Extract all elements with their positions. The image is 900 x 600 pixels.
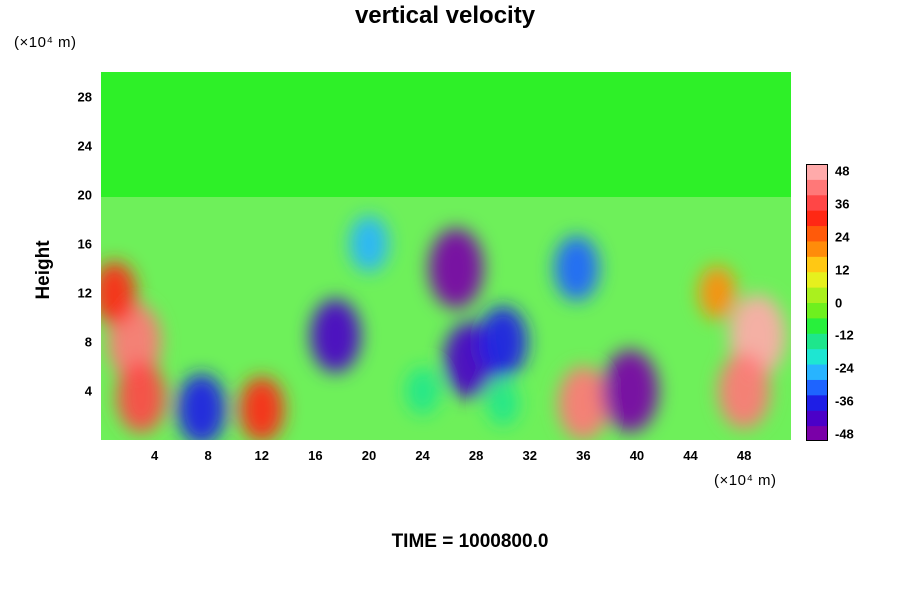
colorbar-segment xyxy=(806,364,828,380)
y-tick-label: 16 xyxy=(77,236,92,252)
colorbar-tick-label: 0 xyxy=(835,295,843,310)
x-tick-label: 8 xyxy=(204,448,212,463)
y-tick-label: 24 xyxy=(77,138,92,154)
chart-title: vertical velocity xyxy=(354,2,536,29)
colorbar-segment xyxy=(806,302,828,319)
field-feature-17 xyxy=(486,380,520,426)
colorbar-segment xyxy=(806,271,828,288)
field-feature-7 xyxy=(428,228,484,309)
field-feature-11 xyxy=(558,366,609,440)
y-tick-label: 28 xyxy=(77,89,92,105)
colorbar-tick-label: 24 xyxy=(835,229,850,245)
field-feature-9 xyxy=(478,306,528,378)
field-feature-10 xyxy=(554,235,600,301)
colorbar-segment xyxy=(806,348,828,365)
field-feature-14 xyxy=(718,352,771,429)
x-tick-label: 36 xyxy=(576,448,591,463)
x-tick-label: 20 xyxy=(361,448,377,463)
colorbar-segment xyxy=(806,425,828,441)
x-tick-label: 12 xyxy=(254,448,269,463)
colorbar-segment xyxy=(806,225,828,242)
field-feature-4 xyxy=(239,376,285,440)
colorbar xyxy=(806,164,828,441)
x-tick-label: 16 xyxy=(308,448,323,463)
x-tick-label: 4 xyxy=(150,448,159,463)
colorbar-segment xyxy=(806,317,828,334)
colorbar-segment xyxy=(806,410,828,427)
field-feature-2 xyxy=(101,261,137,325)
colorbar-segment xyxy=(806,194,828,211)
colorbar-frame xyxy=(806,164,828,441)
field-feature-1 xyxy=(116,361,166,433)
y-tick-label: 8 xyxy=(84,334,92,350)
colorbar-segment xyxy=(806,210,828,227)
y-unit-label: (×10⁴ m) xyxy=(14,34,77,51)
y-tick-label: 12 xyxy=(77,285,92,301)
colorbar-segment xyxy=(806,179,828,196)
x-tick-label: 28 xyxy=(468,448,484,463)
colorbar-segment xyxy=(806,333,828,350)
field-feature-3 xyxy=(176,373,227,440)
y-axis-label: Height xyxy=(33,240,54,300)
colorbar-segment xyxy=(806,394,828,411)
field-background-upper xyxy=(101,72,791,197)
colorbar-tick-label: -48 xyxy=(835,426,854,442)
y-tick-label: 4 xyxy=(84,383,92,399)
colorbar-segment xyxy=(806,287,828,303)
field-feature-6 xyxy=(349,215,389,272)
colorbar-segment xyxy=(806,256,828,273)
colorbar-tick-label: 48 xyxy=(835,163,850,179)
colorbar-segment xyxy=(806,379,828,396)
velocity-field xyxy=(101,72,791,440)
field-feature-5 xyxy=(310,298,361,373)
x-tick-label: 32 xyxy=(522,448,537,463)
colorbar-segment xyxy=(806,164,828,180)
colorbar-tick-label: 12 xyxy=(835,262,850,278)
field-feature-12 xyxy=(602,349,659,433)
x-tick-label: 24 xyxy=(415,448,430,463)
colorbar-tick-label: -36 xyxy=(835,393,854,409)
colorbar-tick-label: -12 xyxy=(835,327,854,343)
colorbar-tick-label: -24 xyxy=(835,360,854,376)
field-feature-16 xyxy=(405,367,440,415)
field-feature-15 xyxy=(698,265,737,320)
y-tick-label: 20 xyxy=(77,187,92,203)
x-tick-label: 40 xyxy=(629,448,645,463)
time-label: TIME = 1000800.0 xyxy=(391,531,549,552)
colorbar-tick-label: 36 xyxy=(835,196,850,212)
x-tick-label: 48 xyxy=(736,448,752,463)
x-unit-label: (×10⁴ m) xyxy=(714,472,777,489)
x-tick-label: 44 xyxy=(683,448,698,463)
colorbar-segment xyxy=(806,240,828,257)
